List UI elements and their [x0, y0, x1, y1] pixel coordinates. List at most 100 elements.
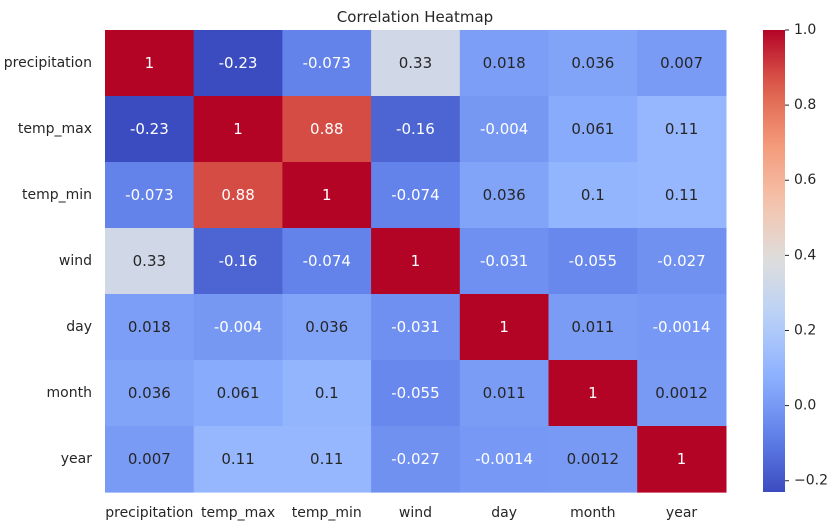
- cell-annotation: 0.061: [571, 120, 614, 138]
- y-tick-label: temp_min: [22, 187, 92, 203]
- cell-annotation: 0.11: [310, 450, 343, 468]
- cell-annotation: -0.23: [219, 54, 258, 72]
- cell-annotation: 1: [588, 384, 598, 402]
- cell-annotation: 1: [411, 252, 421, 270]
- cell-annotation: -0.004: [480, 120, 528, 138]
- cell-annotation: -0.16: [219, 252, 258, 270]
- heatmap-cell-temp_min-year: [637, 162, 727, 229]
- colorbar-gradient-bar: [763, 30, 785, 492]
- heatmap-annotations: 1 -0.23 -0.073 0.33 0.018 0.036 0.007 -0.23 1 0.8…: [125, 54, 710, 468]
- heatmap-cell-temp_max-day: [459, 96, 550, 163]
- heatmap-cell-precipitation-temp_min: [282, 30, 372, 97]
- cell-annotation: 0.11: [221, 450, 254, 468]
- chart-title: Correlation Heatmap: [337, 8, 493, 26]
- y-tick-label: month: [47, 385, 92, 401]
- cell-annotation: -0.073: [303, 54, 351, 72]
- cell-annotation: -0.23: [130, 120, 169, 138]
- heatmap-cell-month-temp_max: [193, 360, 283, 427]
- cell-annotation: -0.0014: [653, 318, 711, 336]
- colorbar-tick-label: 0.2: [794, 322, 816, 338]
- cell-annotation: 0.061: [217, 384, 260, 402]
- heatmap-cell-year-day: [459, 426, 550, 493]
- x-tick-label: year: [666, 505, 697, 521]
- cell-annotation: 0.88: [221, 186, 254, 204]
- heatmap-cell-day-year: [637, 294, 727, 361]
- heatmap-cell-month-year: [637, 360, 727, 427]
- heatmap-cell-wind-day: [459, 228, 550, 295]
- cell-annotation: 0.88: [310, 120, 343, 138]
- heatmap-cell-day-temp_min: [282, 294, 372, 361]
- heatmap-cell-temp_min-month: [548, 162, 638, 229]
- heatmap-cell-day-month: [548, 294, 638, 361]
- cell-annotation: 0.011: [483, 384, 526, 402]
- heatmap-cell-year-temp_min: [282, 426, 372, 493]
- cell-annotation: 0.33: [399, 54, 432, 72]
- heatmap-cell-month-day: [459, 360, 550, 427]
- y-tick-label: temp_max: [18, 121, 92, 137]
- colorbar-tick-label: 0.4: [794, 247, 816, 263]
- cell-annotation: -0.031: [480, 252, 528, 270]
- heatmap-cell-year-month: [548, 426, 638, 493]
- x-tick-label: temp_min: [292, 505, 362, 521]
- cell-annotation: -0.074: [303, 252, 351, 270]
- heatmap-cell-year-temp_max: [193, 426, 283, 493]
- cell-annotation: 0.007: [660, 54, 703, 72]
- cell-annotation: -0.16: [396, 120, 435, 138]
- cell-annotation: 1: [499, 318, 509, 336]
- heatmap-cell-temp_min-precipitation: [105, 162, 195, 229]
- cell-annotation: 1: [322, 186, 332, 204]
- cell-annotation: -0.073: [125, 186, 173, 204]
- y-tick-label: precipitation: [4, 55, 92, 71]
- heatmap-cell-temp_max-month: [548, 96, 638, 163]
- heatmap-cell-wind-month: [548, 228, 638, 295]
- heatmap-cell-temp_max-temp_max: [193, 96, 283, 163]
- heatmap-cell-wind-year: [637, 228, 727, 295]
- cell-annotation: 0.036: [128, 384, 171, 402]
- y-tick-label: year: [61, 451, 92, 467]
- cell-annotation: -0.031: [391, 318, 439, 336]
- heatmap-cell-precipitation-precipitation: [105, 30, 195, 97]
- heatmap-cell-day-precipitation: [105, 294, 195, 361]
- cell-annotation: 0.036: [483, 186, 526, 204]
- cell-annotation: 0.036: [305, 318, 348, 336]
- cell-annotation: 0.0012: [567, 450, 620, 468]
- heatmap-cell-precipitation-wind: [371, 30, 461, 97]
- heatmap-cell-day-temp_max: [193, 294, 283, 361]
- cell-annotation: 0.011: [571, 318, 614, 336]
- heatmap-cell-year-precipitation: [105, 426, 195, 493]
- heatmap-cell-temp_max-temp_min: [282, 96, 372, 163]
- y-tick-label: day: [66, 319, 92, 335]
- colorbar-tick-label: 0.0: [794, 398, 816, 414]
- heatmap-cell-wind-temp_min: [282, 228, 372, 295]
- cell-annotation: 0.018: [128, 318, 171, 336]
- cell-annotation: -0.004: [214, 318, 262, 336]
- cell-annotation: -0.055: [391, 384, 439, 402]
- cell-annotation: 0.11: [665, 186, 698, 204]
- cell-annotation: 0.036: [571, 54, 614, 72]
- cell-annotation: 0.1: [581, 186, 605, 204]
- heatmap-cell-temp_min-temp_min: [282, 162, 372, 229]
- heatmap-cell-month-month: [548, 360, 638, 427]
- heatmap-cell-wind-wind: [371, 228, 461, 295]
- cell-annotation: 1: [233, 120, 243, 138]
- heatmap-cell-temp_max-precipitation: [105, 96, 195, 163]
- heatmap-cell-wind-temp_max: [193, 228, 283, 295]
- cell-annotation: 0.007: [128, 450, 171, 468]
- y-tick-label: wind: [59, 253, 92, 269]
- x-tick-label: month: [570, 505, 615, 521]
- heatmap-cell-temp_max-wind: [371, 96, 461, 163]
- heatmap-cell-year-year: [637, 426, 727, 493]
- heatmap-cell-day-day: [459, 294, 550, 361]
- x-tick-label: wind: [399, 505, 432, 521]
- cell-annotation: 0.018: [483, 54, 526, 72]
- cell-annotation: -0.055: [569, 252, 617, 270]
- x-tick-label: day: [491, 505, 517, 521]
- heatmap-cell-precipitation-day: [459, 30, 550, 97]
- cell-annotation: -0.0014: [475, 450, 533, 468]
- heatmap-cell-temp_min-wind: [371, 162, 461, 229]
- colorbar-tick-label: 1.0: [794, 22, 816, 38]
- heatmap-cell-temp_min-temp_max: [193, 162, 283, 229]
- cell-annotation: 1: [677, 450, 687, 468]
